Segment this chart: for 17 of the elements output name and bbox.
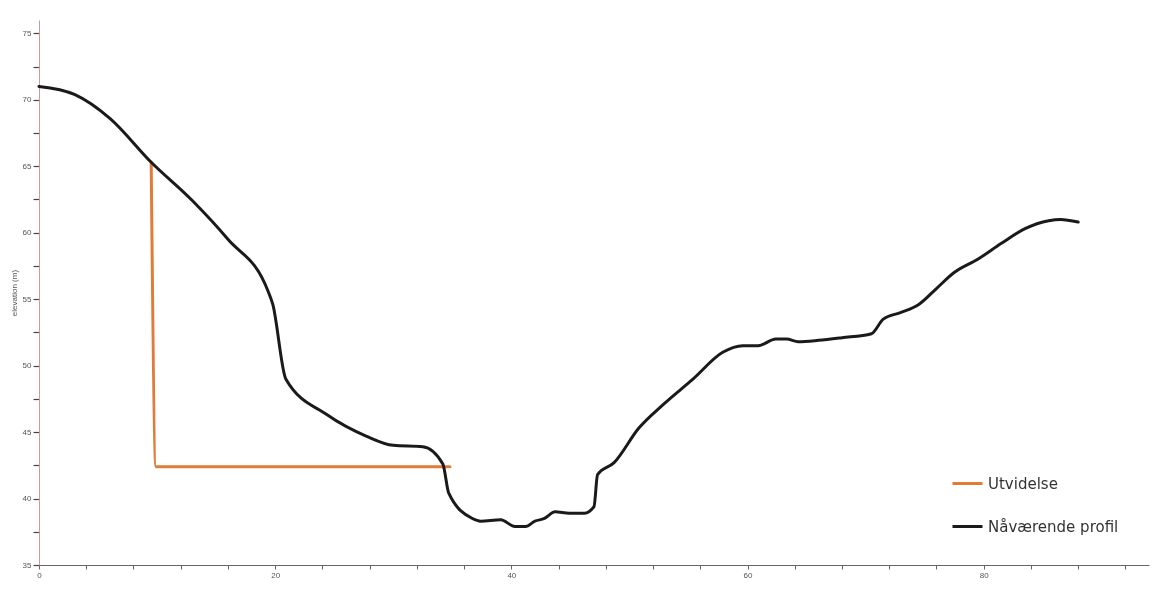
y-tick-label: 35 [22, 560, 33, 570]
y-axis-title: elevation (m) [9, 269, 19, 317]
y-tick-label: 40 [22, 494, 33, 504]
x-tick-label: 40 [507, 570, 517, 580]
y-tick-label: 60 [22, 228, 33, 238]
y-tick-label: 65 [22, 161, 33, 171]
x-tick-label: 0 [37, 570, 43, 580]
legend-label: Nåværende profil [988, 517, 1119, 536]
x-tick-label: 80 [979, 570, 990, 580]
legend-label: Utvidelse [988, 474, 1058, 493]
x-tick-label: 60 [743, 570, 754, 580]
y-tick-label: 75 [22, 28, 33, 38]
x-tick-label: 20 [271, 570, 281, 580]
y-tick-label: 45 [22, 427, 33, 437]
y-tick-label: 55 [22, 294, 33, 304]
y-tick-label: 70 [22, 95, 33, 105]
y-tick-label: 50 [22, 361, 33, 371]
